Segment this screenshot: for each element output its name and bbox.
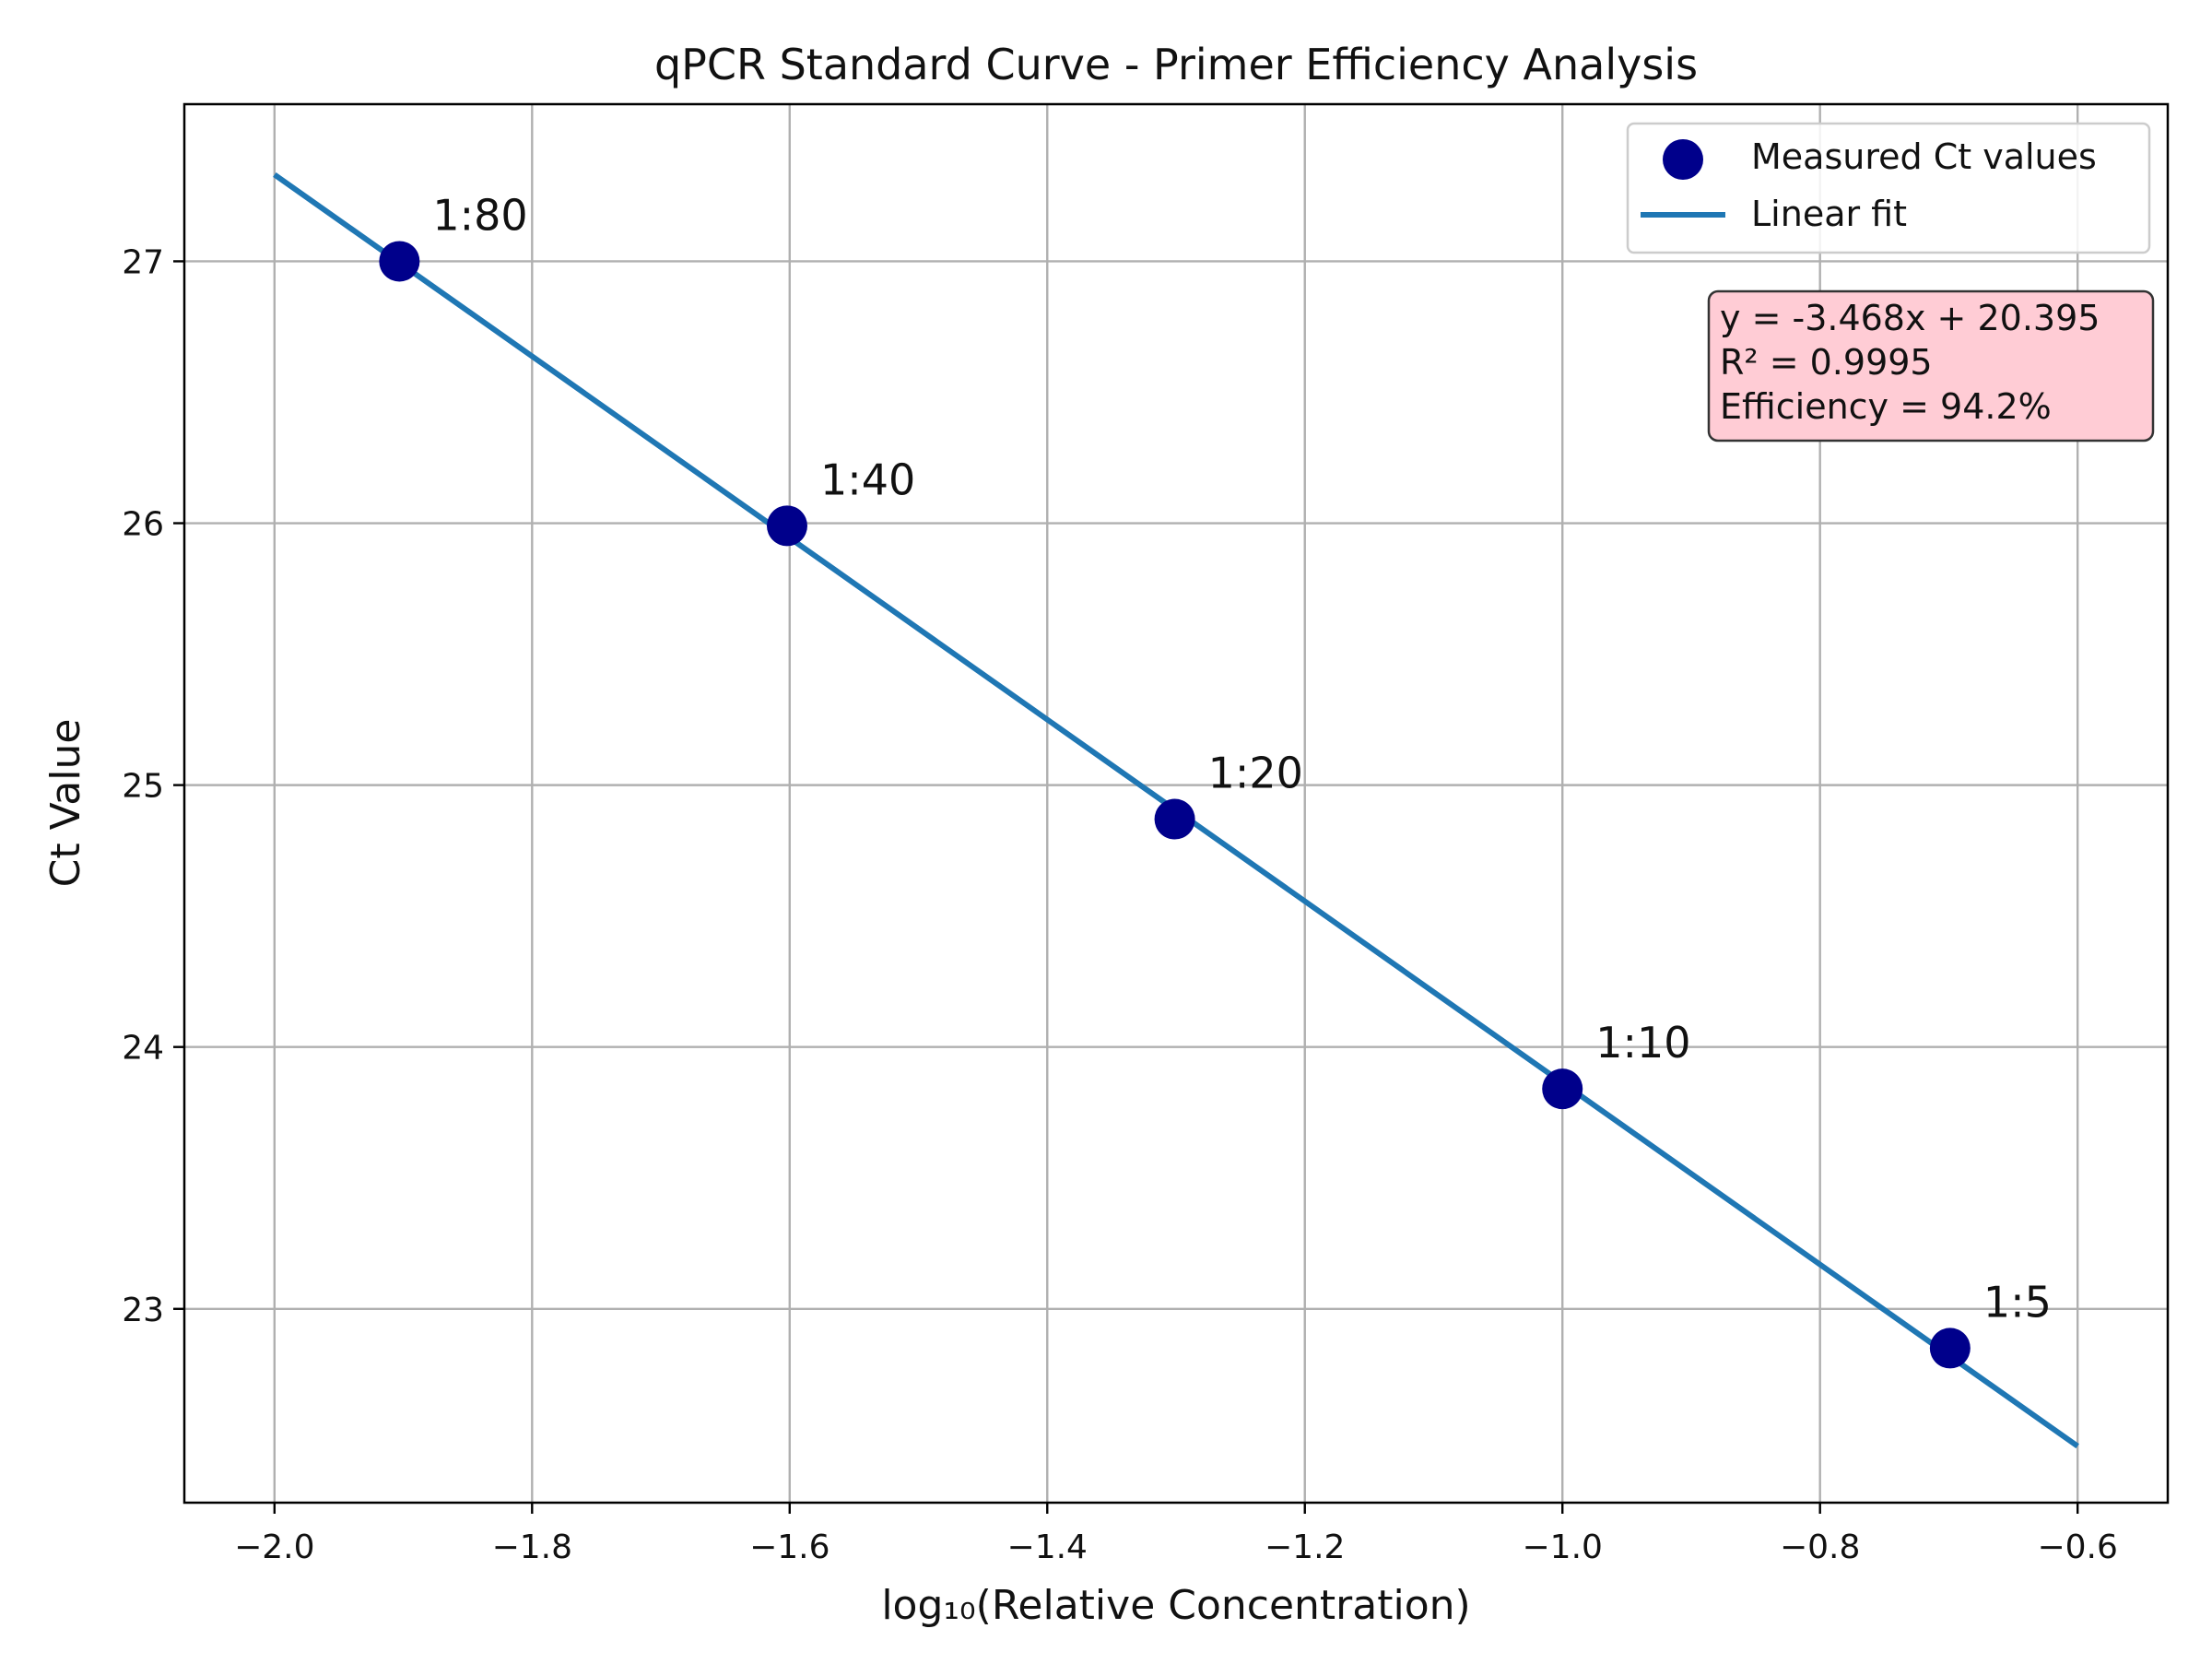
dilution-label: 1:5 bbox=[1983, 1277, 2052, 1327]
data-point bbox=[1154, 798, 1195, 840]
plot-area-frame bbox=[182, 102, 2170, 1505]
x-tick-label: −0.8 bbox=[1780, 1528, 1860, 1566]
legend-scatter-marker-icon bbox=[1663, 139, 1703, 180]
dilution-label: 1:10 bbox=[1595, 1018, 1690, 1068]
legend-label-fit: Linear fit bbox=[1751, 194, 1907, 234]
fit-statistics-box: y = -3.468x + 20.395 R² = 0.9995 Efficie… bbox=[1707, 289, 2155, 443]
y-tick-label: 27 bbox=[122, 243, 164, 281]
y-tick-label: 23 bbox=[122, 1292, 164, 1329]
legend: Measured Ct values Linear fit bbox=[1626, 122, 2151, 254]
dilution-label: 1:80 bbox=[432, 190, 527, 240]
x-tick-label: −1.4 bbox=[1007, 1528, 1088, 1566]
data-point bbox=[766, 505, 807, 547]
y-tick-label: 24 bbox=[122, 1030, 164, 1068]
dilution-label: 1:40 bbox=[820, 454, 915, 504]
chart-title: qPCR Standard Curve - Primer Efficiency … bbox=[654, 40, 1698, 89]
fit-statistics-background bbox=[1707, 289, 2155, 443]
efficiency-text: Efficiency = 94.2% bbox=[1720, 386, 2052, 427]
y-axis-label: Ct Value bbox=[42, 719, 89, 888]
y-tick-label: 26 bbox=[122, 506, 164, 544]
x-axis-label: log₁₀(Relative Concentration) bbox=[881, 1582, 1470, 1629]
legend-label-measured: Measured Ct values bbox=[1751, 136, 2097, 177]
x-tick-label: −0.6 bbox=[2037, 1528, 2117, 1566]
dilution-label: 1:20 bbox=[1208, 749, 1303, 798]
y-tick-label: 25 bbox=[122, 768, 164, 806]
legend-box bbox=[1626, 122, 2151, 254]
r-squared-text: R² = 0.9995 bbox=[1720, 342, 1933, 383]
data-point bbox=[379, 241, 420, 282]
x-tick-label: −1.8 bbox=[492, 1528, 572, 1566]
x-tick-label: −1.2 bbox=[1265, 1528, 1345, 1566]
x-tick-label: −1.6 bbox=[749, 1528, 830, 1566]
data-point bbox=[1542, 1068, 1583, 1110]
x-tick-label: −1.0 bbox=[1523, 1528, 1603, 1566]
data-point bbox=[1929, 1328, 1971, 1369]
fit-equation-text: y = -3.468x + 20.395 bbox=[1720, 298, 2100, 338]
x-tick-label: −2.0 bbox=[234, 1528, 314, 1566]
